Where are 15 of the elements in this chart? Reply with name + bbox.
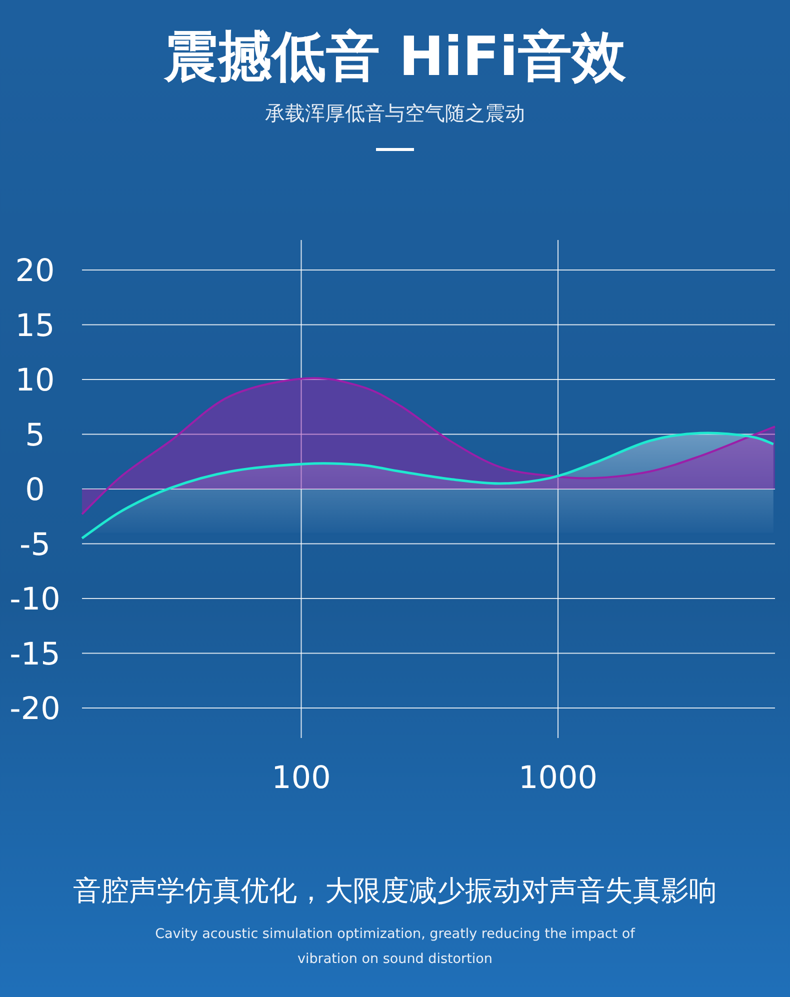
y-tick-label: -15 bbox=[10, 636, 60, 672]
x-tick-label: 1000 bbox=[518, 760, 598, 796]
y-tick-label: 10 bbox=[15, 362, 55, 398]
text: 音腔声学仿真优化，大限度减少振动对声音失真影响 bbox=[73, 874, 717, 907]
y-tick-label: -20 bbox=[10, 691, 60, 727]
y-tick-label: -10 bbox=[10, 582, 60, 618]
y-tick-label: 0 bbox=[25, 472, 45, 508]
y-tick-label: 5 bbox=[25, 417, 45, 454]
x-tick-label: 100 bbox=[272, 760, 331, 796]
y-tick-label: -5 bbox=[20, 526, 50, 563]
y-tick-label: 20 bbox=[15, 253, 55, 289]
chart-title: 震撼低音 HiFi音效 bbox=[163, 25, 627, 88]
y-tick-label: 15 bbox=[15, 308, 55, 344]
text: Cavity acoustic simulation optimization, greatly reducing the impact of vibration on sound distortion bbox=[155, 926, 636, 967]
chart-subtitle: 承载浑厚低音与空气随之震动 bbox=[265, 101, 525, 125]
